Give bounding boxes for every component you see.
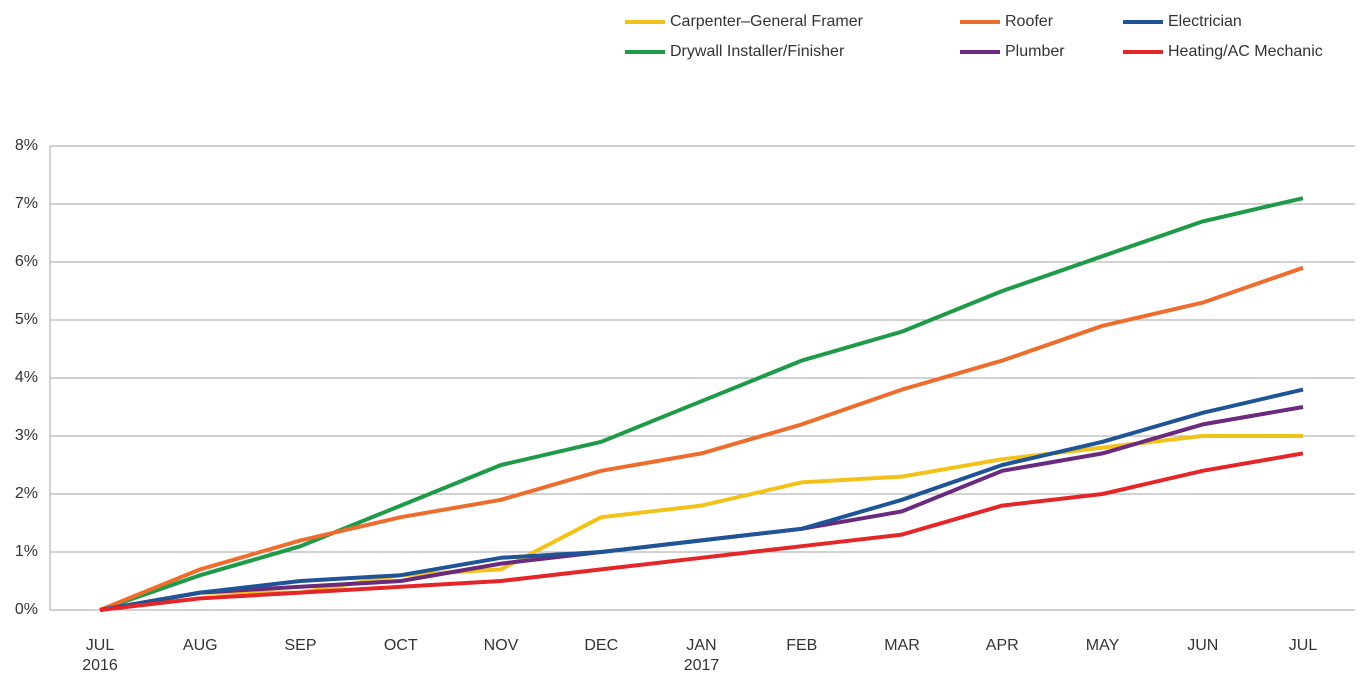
y-tick-label: 6%	[15, 253, 38, 270]
legend-label: Electrician	[1168, 13, 1242, 30]
y-tick-label: 7%	[15, 195, 38, 212]
x-tick-label: FEB	[786, 637, 817, 654]
y-tick-label: 3%	[15, 427, 38, 444]
series-line	[99, 265, 1304, 612]
legend-label: Roofer	[1005, 13, 1054, 30]
x-tick-label: JUL	[1289, 637, 1318, 654]
y-tick-label: 1%	[15, 543, 38, 560]
x-tick-label: JAN 2017	[684, 637, 720, 674]
series-line	[99, 196, 1304, 612]
series-line	[99, 387, 1304, 612]
legend-label: Drywall Installer/Finisher	[670, 43, 845, 60]
y-tick-label: 8%	[15, 137, 38, 154]
x-tick-label: APR	[986, 637, 1019, 654]
y-tick-label: 2%	[15, 485, 38, 502]
x-tick-label: OCT	[384, 637, 418, 654]
x-tick-label: SEP	[284, 637, 316, 654]
x-tick-label: DEC	[584, 637, 618, 654]
y-tick-label: 4%	[15, 369, 38, 386]
x-tick-label: MAY	[1086, 637, 1120, 654]
x-tick-label: MAR	[884, 637, 920, 654]
legend-label: Carpenter–General Framer	[670, 13, 864, 30]
x-tick-label: NOV	[484, 637, 519, 654]
x-tick-label: AUG	[183, 637, 218, 654]
y-tick-label: 0%	[15, 601, 38, 618]
legend-label: Heating/AC Mechanic	[1168, 43, 1323, 60]
x-tick-label: JUL 2016	[82, 637, 118, 674]
x-tick-label: JUN	[1187, 637, 1218, 654]
y-tick-label: 5%	[15, 311, 38, 328]
legend-label: Plumber	[1005, 43, 1065, 60]
series-line	[99, 451, 1304, 612]
